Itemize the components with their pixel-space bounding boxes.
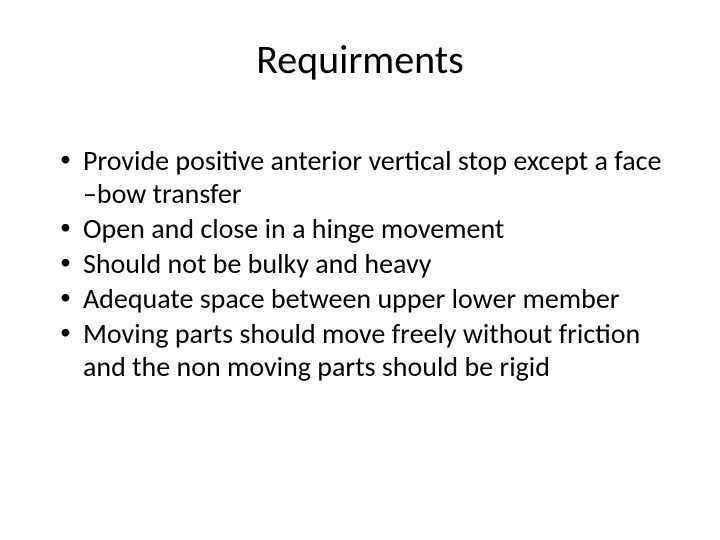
list-item: • Provide positive anterior vertical sto… [60, 144, 670, 210]
bullet-text: Provide positive anterior vertical stop … [83, 144, 670, 210]
list-item: • Adequate space between upper lower mem… [60, 282, 670, 315]
bullet-icon: • [60, 282, 71, 313]
bullet-icon: • [60, 247, 71, 278]
list-item: • Open and close in a hinge movement [60, 212, 670, 245]
bullet-icon: • [60, 144, 71, 175]
slide-title: Requirments [50, 35, 670, 84]
bullet-text: Open and close in a hinge movement [83, 212, 670, 245]
bullet-text: Should not be bulky and heavy [83, 247, 670, 280]
bullet-text: Moving parts should move freely without … [83, 317, 670, 383]
list-item: • Moving parts should move freely withou… [60, 317, 670, 383]
list-item: • Should not be bulky and heavy [60, 247, 670, 280]
bullet-text: Adequate space between upper lower membe… [83, 282, 670, 315]
bullet-icon: • [60, 317, 71, 348]
bullet-list: • Provide positive anterior vertical sto… [50, 144, 670, 383]
bullet-icon: • [60, 212, 71, 243]
